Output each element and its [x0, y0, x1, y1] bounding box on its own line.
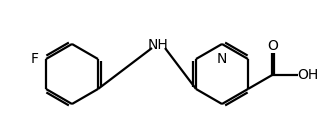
Text: F: F [31, 52, 39, 66]
Text: N: N [217, 52, 227, 66]
Text: OH: OH [298, 68, 319, 82]
Text: NH: NH [148, 38, 168, 52]
Text: O: O [267, 39, 278, 53]
